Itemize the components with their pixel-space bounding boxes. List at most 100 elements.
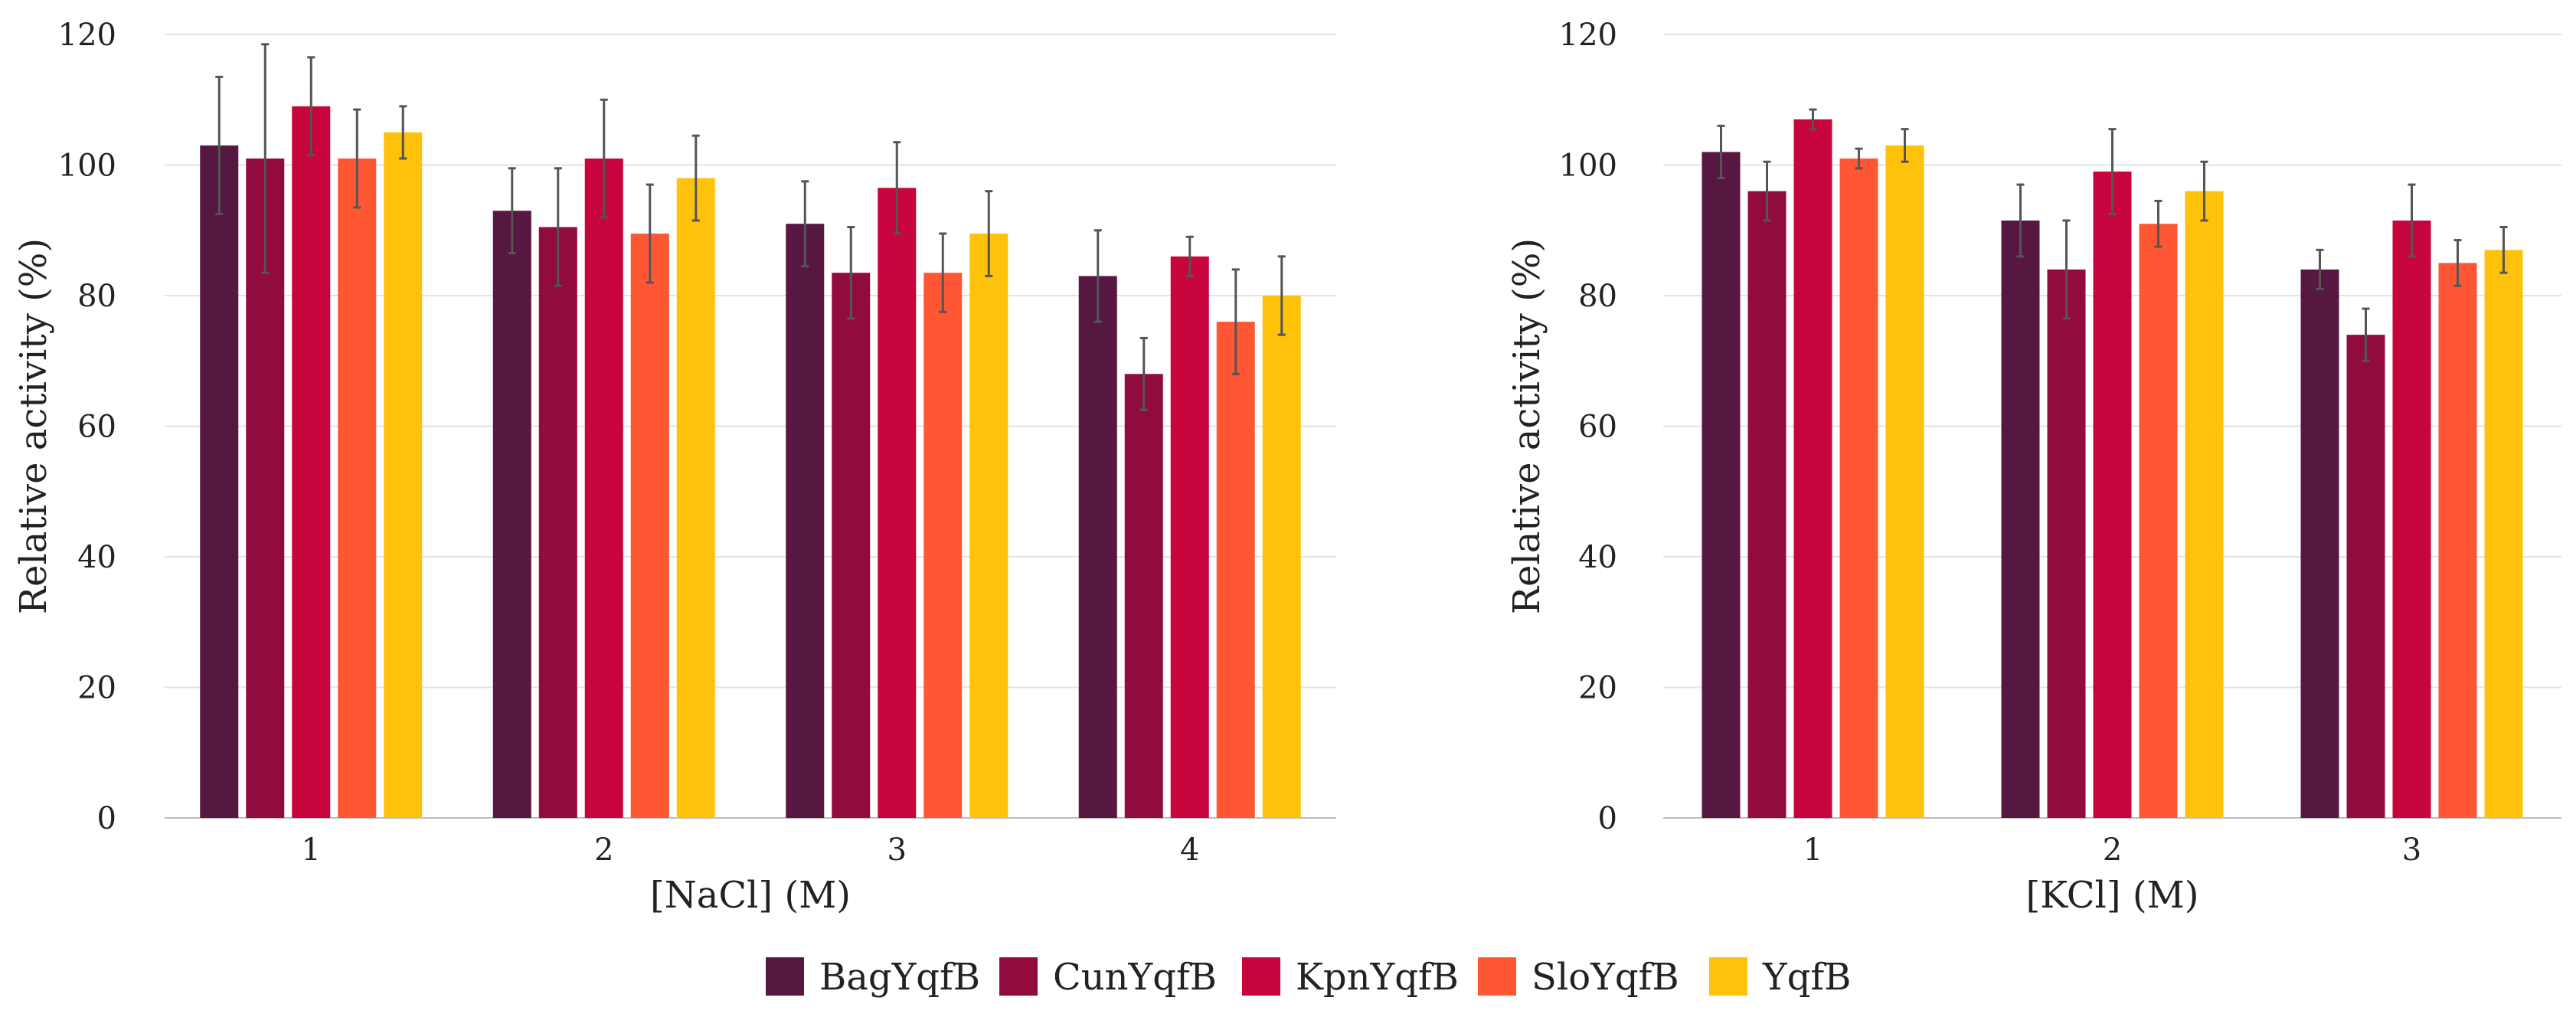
error-bar — [399, 105, 407, 160]
bar-yqfb-nacl-2 — [676, 178, 715, 819]
error-bar — [1093, 229, 1102, 323]
bar-kpnyqfb-nacl-4 — [1170, 256, 1209, 819]
error-bar — [1855, 147, 1863, 170]
bar-cunyqfb-kcl-2 — [2047, 269, 2086, 818]
error-bar — [2316, 248, 2324, 290]
error-bar — [1763, 160, 1771, 222]
error-bar — [2408, 183, 2416, 258]
y-tick-label: 20 — [1578, 671, 1617, 706]
error-bar — [554, 167, 562, 287]
bar-sloyqfb-kcl-1 — [1839, 158, 1878, 819]
kcl-chart: 0 20 40 60 80 100 120 Relative activity (%) 1 2 3 [… — [1505, 18, 2561, 917]
bar-yqfb-nacl-4 — [1262, 296, 1301, 818]
error-bar — [2200, 160, 2208, 222]
bar-sloyqfb-nacl-3 — [924, 273, 963, 819]
x-tick-label: 2 — [2103, 832, 2122, 868]
error-bar — [1901, 128, 1909, 163]
error-bar — [1277, 255, 1286, 336]
y-tick-label: 100 — [1559, 149, 1617, 184]
error-bar — [508, 167, 516, 255]
x-tick-label: 1 — [302, 832, 321, 868]
y-tick-label: 40 — [1578, 540, 1617, 575]
bar-cunyqfb-kcl-1 — [1747, 191, 1787, 819]
legend-swatch-kpnyqfb — [1242, 957, 1280, 996]
error-bar — [691, 134, 700, 222]
legend-label-cunyqfb: CunYqfB — [1053, 956, 1217, 999]
y-tick-label: 120 — [58, 18, 116, 53]
y-tick-label: 80 — [77, 279, 116, 314]
error-bar — [939, 232, 947, 313]
bar-bagyqfb-nacl-3 — [786, 224, 825, 819]
bar-yqfb-kcl-3 — [2484, 250, 2523, 818]
error-bar — [847, 225, 855, 320]
x-axis-title: [NaCl] (M) — [650, 874, 851, 917]
bar-sloyqfb-nacl-2 — [630, 234, 669, 818]
error-bar — [261, 43, 270, 274]
bar-cunyqfb-nacl-2 — [538, 227, 577, 818]
error-bar — [801, 180, 809, 268]
bar-bagyqfb-nacl-4 — [1078, 276, 1117, 818]
legend-swatch-cunyqfb — [999, 957, 1038, 996]
error-bar — [2154, 199, 2162, 248]
legend-label-bagyqfb: BagYqfB — [819, 956, 980, 999]
bar-yqfb-nacl-3 — [969, 234, 1008, 818]
error-bar — [600, 98, 608, 219]
error-bar — [2108, 128, 2117, 215]
error-bar — [646, 183, 654, 284]
error-bar — [2362, 307, 2370, 362]
x-tick-label: 2 — [594, 832, 613, 868]
bar-bagyqfb-kcl-1 — [1702, 152, 1741, 818]
bar-yqfb-nacl-1 — [384, 132, 423, 818]
y-tick-label: 20 — [77, 671, 116, 706]
y-tick-label: 0 — [1598, 801, 1617, 836]
bar-sloyqfb-nacl-1 — [338, 158, 377, 819]
bar-kpnyqfb-nacl-1 — [292, 106, 331, 818]
legend-label-yqfb: YqfB — [1762, 956, 1851, 999]
bar-yqfb-kcl-1 — [1885, 145, 1924, 819]
error-bar — [215, 75, 224, 215]
x-tick-label: 3 — [888, 832, 907, 868]
nacl-chart: 0 20 40 60 80 100 120 Relative activity (%) 1 2 3 4… — [12, 18, 1336, 917]
bar-sloyqfb-nacl-4 — [1216, 322, 1255, 819]
error-bar — [2016, 183, 2025, 258]
y-tick-label: 80 — [1578, 279, 1617, 314]
error-bar — [985, 190, 993, 277]
error-bar — [2453, 239, 2462, 287]
legend-swatch-yqfb — [1709, 957, 1747, 996]
x-tick-label: 4 — [1180, 832, 1199, 868]
legend-label-sloyqfb: SloYqfB — [1532, 956, 1679, 999]
y-tick-label: 60 — [77, 410, 116, 445]
bar-kpnyqfb-kcl-1 — [1793, 119, 1832, 818]
legend: BagYqfB CunYqfB KpnYqfB SloYqfB YqfB — [766, 956, 1851, 999]
x-tick-label: 1 — [1803, 832, 1822, 868]
error-bar — [2499, 225, 2508, 274]
error-bar — [1185, 235, 1194, 277]
bar-cunyqfb-kcl-3 — [2346, 335, 2385, 818]
x-tick-label: 3 — [2402, 832, 2421, 868]
bar-kpnyqfb-nacl-2 — [584, 158, 623, 819]
error-bar — [893, 141, 901, 235]
error-bar — [353, 108, 361, 209]
bar-sloyqfb-kcl-2 — [2139, 224, 2178, 819]
error-bar — [307, 56, 315, 157]
x-axis-title: [KCl] (M) — [2026, 874, 2199, 917]
y-tick-label: 100 — [58, 149, 116, 184]
bar-cunyqfb-nacl-4 — [1124, 374, 1163, 818]
error-bar — [1139, 336, 1148, 411]
error-bar — [2062, 219, 2071, 320]
bar-cunyqfb-nacl-3 — [832, 273, 871, 819]
legend-label-kpnyqfb: KpnYqfB — [1296, 956, 1459, 999]
legend-swatch-sloyqfb — [1478, 957, 1516, 996]
y-axis-title: Relative activity (%) — [1505, 238, 1548, 614]
bar-kpnyqfb-kcl-2 — [2093, 172, 2132, 818]
bar-bagyqfb-kcl-2 — [2001, 220, 2040, 818]
bar-kpnyqfb-nacl-3 — [878, 188, 917, 818]
y-tick-label: 40 — [77, 540, 116, 575]
y-axis-title: Relative activity (%) — [12, 238, 55, 614]
y-tick-label: 120 — [1559, 18, 1617, 53]
error-bar — [1231, 268, 1240, 375]
error-bar — [1809, 108, 1817, 131]
error-bar — [1717, 124, 1725, 180]
bar-bagyqfb-kcl-3 — [2300, 269, 2339, 818]
